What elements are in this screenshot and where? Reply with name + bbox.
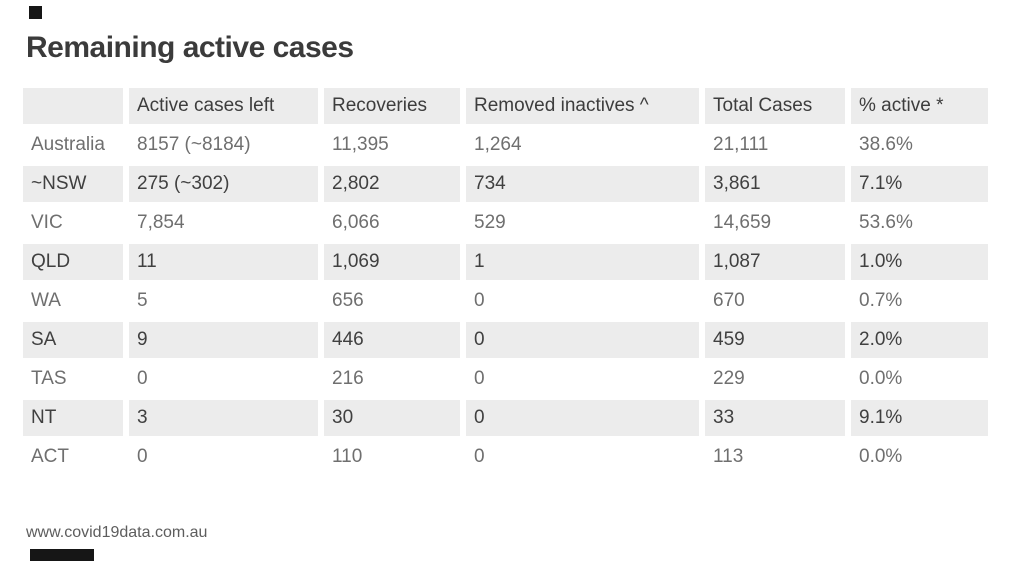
cell-active-cases: 275 (~302) <box>129 166 318 202</box>
cell-active-cases: 7,854 <box>129 205 318 241</box>
table-header-row: Active cases left Recoveries Removed ina… <box>23 88 988 124</box>
cell-active-cases: 3 <box>129 400 318 436</box>
cell-recoveries: 216 <box>324 361 460 397</box>
cell-active-cases: 5 <box>129 283 318 319</box>
header-removed-inactives: Removed inactives ^ <box>466 88 699 124</box>
row-label: NT <box>23 400 123 436</box>
cell-active-cases: 0 <box>129 361 318 397</box>
row-label: TAS <box>23 361 123 397</box>
table-row-australia: Australia 8157 (~8184) 11,395 1,264 21,1… <box>23 127 988 163</box>
row-label: ~NSW <box>23 166 123 202</box>
cell-recoveries: 2,802 <box>324 166 460 202</box>
header-blank <box>23 88 123 124</box>
cell-total-cases: 229 <box>705 361 845 397</box>
cell-recoveries: 6,066 <box>324 205 460 241</box>
table-row-tas: TAS 0 216 0 229 0.0% <box>23 361 988 397</box>
cell-pct-active: 0.0% <box>851 439 988 475</box>
cell-total-cases: 33 <box>705 400 845 436</box>
cell-total-cases: 1,087 <box>705 244 845 280</box>
bottom-progress-bar <box>30 549 94 561</box>
cell-recoveries: 656 <box>324 283 460 319</box>
cell-pct-active: 0.0% <box>851 361 988 397</box>
cell-recoveries: 110 <box>324 439 460 475</box>
cell-removed: 1 <box>466 244 699 280</box>
table-row-act: ACT 0 110 0 113 0.0% <box>23 439 988 475</box>
page-title: Remaining active cases <box>26 31 354 65</box>
cell-pct-active: 38.6% <box>851 127 988 163</box>
cell-active-cases: 0 <box>129 439 318 475</box>
cell-removed: 0 <box>466 361 699 397</box>
table-row-sa: SA 9 446 0 459 2.0% <box>23 322 988 358</box>
cell-active-cases: 9 <box>129 322 318 358</box>
cell-pct-active: 1.0% <box>851 244 988 280</box>
cell-pct-active: 7.1% <box>851 166 988 202</box>
cell-active-cases: 8157 (~8184) <box>129 127 318 163</box>
cell-total-cases: 21,111 <box>705 127 845 163</box>
row-label: QLD <box>23 244 123 280</box>
cell-pct-active: 53.6% <box>851 205 988 241</box>
cell-recoveries: 446 <box>324 322 460 358</box>
row-label: ACT <box>23 439 123 475</box>
table-row-nsw: ~NSW 275 (~302) 2,802 734 3,861 7.1% <box>23 166 988 202</box>
cell-recoveries: 30 <box>324 400 460 436</box>
source-url: www.covid19data.com.au <box>26 524 208 541</box>
cell-removed: 0 <box>466 400 699 436</box>
row-label: VIC <box>23 205 123 241</box>
row-label: WA <box>23 283 123 319</box>
cell-recoveries: 1,069 <box>324 244 460 280</box>
cell-removed: 734 <box>466 166 699 202</box>
cell-removed: 0 <box>466 439 699 475</box>
table-row-wa: WA 5 656 0 670 0.7% <box>23 283 988 319</box>
cell-removed: 0 <box>466 283 699 319</box>
cell-removed: 529 <box>466 205 699 241</box>
cell-active-cases: 11 <box>129 244 318 280</box>
top-left-marker <box>29 6 42 19</box>
cell-removed: 0 <box>466 322 699 358</box>
row-label: SA <box>23 322 123 358</box>
cell-total-cases: 3,861 <box>705 166 845 202</box>
cell-pct-active: 9.1% <box>851 400 988 436</box>
table-row-qld: QLD 11 1,069 1 1,087 1.0% <box>23 244 988 280</box>
row-label: Australia <box>23 127 123 163</box>
cell-removed: 1,264 <box>466 127 699 163</box>
header-active-cases-left: Active cases left <box>129 88 318 124</box>
cell-total-cases: 113 <box>705 439 845 475</box>
cell-pct-active: 2.0% <box>851 322 988 358</box>
header-recoveries: Recoveries <box>324 88 460 124</box>
table-row-vic: VIC 7,854 6,066 529 14,659 53.6% <box>23 205 988 241</box>
cell-pct-active: 0.7% <box>851 283 988 319</box>
cell-total-cases: 14,659 <box>705 205 845 241</box>
active-cases-table: Active cases left Recoveries Removed ina… <box>17 85 994 478</box>
header-pct-active: % active * <box>851 88 988 124</box>
cell-recoveries: 11,395 <box>324 127 460 163</box>
cell-total-cases: 459 <box>705 322 845 358</box>
header-total-cases: Total Cases <box>705 88 845 124</box>
table-row-nt: NT 3 30 0 33 9.1% <box>23 400 988 436</box>
cell-total-cases: 670 <box>705 283 845 319</box>
